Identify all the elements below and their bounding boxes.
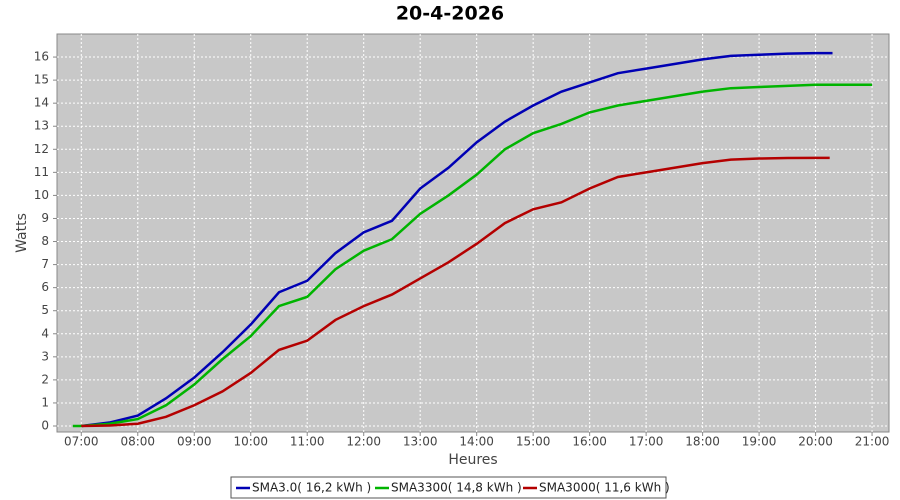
x-tick-label: 13:00 [403,435,438,449]
x-tick-label: 09:00 [177,435,212,449]
x-axis-label: Heures [448,452,497,468]
y-tick-label: 6 [41,280,49,294]
chart-title: 20-4-2026 [396,3,504,25]
x-tick-label: 07:00 [64,435,99,449]
x-tick-label: 11:00 [290,435,325,449]
x-tick-label: 20:00 [798,435,833,449]
x-tick-label: 21:00 [855,435,890,449]
y-tick-label: 12 [34,142,49,156]
y-tick-label: 13 [34,119,49,133]
y-tick-label: 3 [41,349,49,363]
x-tick-label: 10:00 [233,435,268,449]
x-tick-label: 15:00 [516,435,551,449]
x-tick-label: 19:00 [742,435,777,449]
y-tick-label: 8 [41,234,49,248]
plot-area [56,33,890,433]
x-tick-label: 12:00 [346,435,381,449]
x-tick-label: 17:00 [629,435,664,449]
x-tick-label: 18:00 [685,435,720,449]
y-tick-label: 2 [41,372,49,386]
y-tick-label: 4 [41,326,49,340]
x-tick-label: 14:00 [459,435,494,449]
y-tick-label: 5 [41,303,49,317]
y-tick-label: 14 [34,96,49,110]
y-tick-label: 11 [34,165,49,179]
y-axis-label: Watts [14,213,30,253]
line [81,51,833,428]
line [81,156,830,428]
y-tick-label: 7 [41,257,49,271]
legend-label: SMA3.0( 16,2 kWh ) [252,481,371,495]
y-tick-label: 16 [34,50,49,64]
x-tick-label: 16:00 [572,435,607,449]
x-tick-label: 08:00 [120,435,155,449]
y-tick-label: 1 [41,395,49,409]
legend [230,476,667,499]
y-tick-label: 9 [41,211,49,225]
y-tick-label: 0 [41,419,49,433]
line [72,83,873,428]
y-tick-label: 10 [34,188,49,202]
y-tick-label: 15 [34,73,49,87]
legend-label: SMA3300( 14,8 kWh ) [391,481,522,495]
legend-label: SMA3000( 11,6 kWh ) [539,481,670,495]
